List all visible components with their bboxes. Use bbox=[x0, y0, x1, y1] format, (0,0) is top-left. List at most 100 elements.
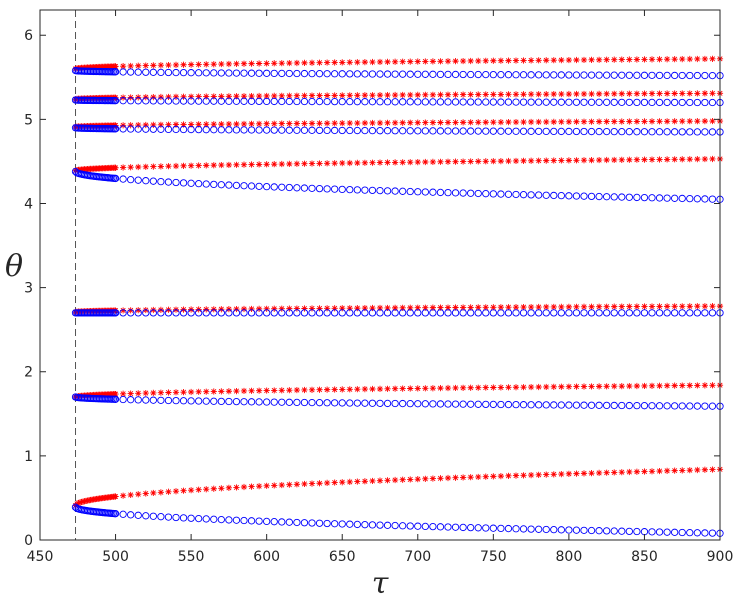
data-point bbox=[316, 386, 323, 393]
data-point bbox=[376, 309, 384, 317]
data-point bbox=[354, 59, 361, 66]
data-point bbox=[588, 470, 595, 477]
data-point bbox=[150, 94, 157, 101]
data-point bbox=[641, 118, 648, 125]
data-point bbox=[188, 61, 195, 68]
data-point bbox=[618, 128, 626, 136]
data-point bbox=[618, 118, 625, 125]
data-point bbox=[422, 58, 429, 65]
data-point bbox=[504, 400, 513, 409]
data-point bbox=[353, 309, 361, 317]
data-point bbox=[164, 178, 173, 186]
data-point bbox=[376, 304, 384, 312]
data-point bbox=[557, 127, 565, 136]
data-point bbox=[452, 91, 459, 98]
data-point bbox=[179, 97, 188, 105]
data-point bbox=[142, 62, 149, 69]
data-point bbox=[474, 98, 482, 106]
series-circle bbox=[71, 66, 724, 537]
data-point bbox=[407, 476, 414, 483]
data-point bbox=[482, 57, 489, 64]
data-point bbox=[422, 119, 429, 126]
data-point bbox=[467, 57, 474, 65]
data-point bbox=[210, 515, 218, 523]
data-point bbox=[368, 70, 377, 78]
data-point bbox=[444, 384, 452, 392]
data-point bbox=[618, 401, 626, 410]
data-point bbox=[240, 398, 248, 406]
data-point bbox=[565, 401, 573, 409]
data-point bbox=[444, 523, 452, 531]
data-point bbox=[179, 125, 188, 134]
data-point bbox=[580, 90, 588, 98]
data-point bbox=[467, 70, 475, 79]
data-point bbox=[460, 474, 467, 481]
data-point bbox=[618, 98, 626, 106]
data-point bbox=[195, 309, 203, 317]
data-point bbox=[611, 303, 618, 310]
data-point bbox=[490, 57, 497, 64]
data-point bbox=[467, 158, 474, 165]
data-point bbox=[671, 467, 678, 474]
data-point bbox=[383, 187, 392, 195]
data-point bbox=[436, 523, 445, 531]
data-point bbox=[437, 58, 444, 65]
data-point bbox=[308, 305, 316, 312]
data-point bbox=[550, 157, 557, 164]
data-point bbox=[293, 398, 301, 407]
data-point bbox=[595, 192, 603, 201]
data-point bbox=[504, 309, 513, 317]
data-point bbox=[293, 309, 301, 317]
data-point bbox=[626, 56, 633, 63]
data-point bbox=[505, 119, 512, 126]
data-point bbox=[527, 191, 535, 199]
data-point bbox=[391, 521, 399, 530]
data-point bbox=[664, 90, 671, 97]
data-point bbox=[633, 118, 640, 125]
data-point bbox=[376, 70, 384, 78]
data-point bbox=[150, 389, 157, 396]
data-point bbox=[218, 121, 225, 128]
data-point bbox=[678, 98, 686, 107]
data-point bbox=[149, 68, 157, 76]
data-point bbox=[135, 62, 142, 69]
data-point bbox=[678, 309, 686, 317]
data-point bbox=[701, 155, 708, 163]
data-point bbox=[315, 309, 324, 317]
data-point bbox=[195, 486, 202, 493]
data-point bbox=[671, 90, 678, 97]
data-point bbox=[293, 59, 300, 67]
data-point bbox=[535, 401, 543, 409]
data-point bbox=[112, 390, 119, 398]
data-point bbox=[353, 126, 361, 135]
data-point bbox=[301, 120, 308, 127]
data-point bbox=[134, 68, 142, 76]
data-point bbox=[467, 523, 475, 532]
data-point bbox=[452, 304, 459, 311]
data-point bbox=[535, 525, 543, 533]
data-point bbox=[550, 303, 557, 311]
data-point bbox=[655, 98, 664, 107]
data-point bbox=[203, 388, 210, 395]
data-point bbox=[172, 513, 180, 522]
data-point bbox=[512, 400, 520, 409]
data-point bbox=[603, 193, 611, 201]
data-point bbox=[656, 156, 663, 163]
data-point bbox=[331, 126, 339, 135]
data-point bbox=[278, 97, 286, 106]
data-point bbox=[633, 303, 640, 310]
data-point bbox=[111, 309, 120, 317]
data-point bbox=[429, 58, 436, 65]
data-point bbox=[202, 97, 210, 105]
data-point bbox=[633, 156, 640, 163]
data-point bbox=[610, 127, 618, 136]
data-point bbox=[278, 518, 286, 526]
data-point bbox=[293, 69, 301, 78]
data-point bbox=[149, 125, 157, 133]
data-point bbox=[218, 388, 225, 395]
data-point bbox=[572, 309, 581, 317]
data-point bbox=[664, 156, 671, 163]
data-point bbox=[301, 59, 308, 66]
data-point bbox=[210, 93, 217, 100]
data-point bbox=[550, 471, 557, 478]
